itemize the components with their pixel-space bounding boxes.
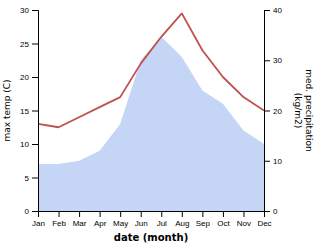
y-tick: 25 xyxy=(20,40,38,49)
y2-tick: 40 xyxy=(264,6,282,15)
y-tick-label: 25 xyxy=(20,40,29,49)
x-tick-mark xyxy=(182,211,183,217)
y-tick-mark xyxy=(32,44,38,45)
y-tick-mark xyxy=(32,144,38,145)
marks xyxy=(38,13,264,211)
y-tick-mark xyxy=(32,77,38,78)
y-axis-line xyxy=(32,11,39,212)
y-tick: 5 xyxy=(25,174,38,183)
x-tick: Feb xyxy=(52,211,66,228)
y2-tick: 20 xyxy=(264,107,282,116)
y-tick: 30 xyxy=(20,6,38,15)
x-axis: Jan Feb Mar Apr May Jun Jul Aug Sep Oct Nov Dec xyxy=(32,211,272,228)
y-tick-label: 10 xyxy=(20,140,29,149)
y-axis-title: max temp (C) xyxy=(2,79,12,141)
chart: JanFebMarAprMayJunJulAugSepOctNovDec0510… xyxy=(0,0,318,247)
plot: JanFebMarAprMayJunJulAugSepOctNovDec0510… xyxy=(2,6,314,243)
area xyxy=(38,37,264,211)
x-tick-mark xyxy=(243,211,244,217)
x-tick-label: Feb xyxy=(52,219,66,228)
x-tick: Sep xyxy=(196,211,211,228)
y-tick: 15 xyxy=(20,107,38,116)
x-tick: Oct xyxy=(217,211,230,228)
x-tick: Dec xyxy=(257,211,271,228)
y2-tick-label: 20 xyxy=(273,107,282,116)
x-tick: Nov xyxy=(237,211,251,228)
x-tick-label: Jan xyxy=(32,219,45,228)
x-tick: May xyxy=(113,211,128,228)
y2-axis-title-line: med. precipitation xyxy=(304,69,314,151)
x-tick-label: Mar xyxy=(73,219,87,228)
y2-tick: 0 xyxy=(264,207,278,216)
x-tick: Apr xyxy=(94,211,107,228)
x-tick-mark xyxy=(59,211,60,217)
y-tick-label: 15 xyxy=(20,107,29,116)
y2-tick-mark xyxy=(264,60,270,61)
x-tick: Jan xyxy=(32,211,45,228)
x-tick-mark xyxy=(120,211,121,217)
y2-tick: 10 xyxy=(264,157,282,166)
x-tick: Aug xyxy=(175,211,189,228)
line xyxy=(38,13,264,127)
x-tick-label: Sep xyxy=(196,219,211,228)
y2-tick: 30 xyxy=(264,56,282,65)
y-tick-mark xyxy=(32,10,38,11)
y-tick-mark xyxy=(32,178,38,179)
y2-tick-mark xyxy=(264,10,270,11)
x-tick-mark xyxy=(100,211,101,217)
y-tick: 20 xyxy=(20,73,38,82)
y-tick-mark xyxy=(32,211,38,212)
x-tick-mark xyxy=(202,211,203,217)
y-tick: 0 xyxy=(25,207,38,216)
x-tick-label: May xyxy=(113,219,128,228)
x-tick: Mar xyxy=(73,211,87,228)
x-tick-mark xyxy=(161,211,162,217)
y-tick-label: 0 xyxy=(25,207,30,216)
y2-tick-mark xyxy=(264,161,270,162)
y-tick-label: 20 xyxy=(20,73,29,82)
y-axis: 0 5 10 15 20 25 30 xyxy=(20,6,38,216)
x-tick-label: Aug xyxy=(175,219,189,228)
x-tick-mark xyxy=(141,211,142,217)
y2-tick-label: 30 xyxy=(273,56,282,65)
x-tick: Jun xyxy=(135,211,148,228)
y-tick: 10 xyxy=(20,140,38,149)
y2-axis-title: med. precipitation(kg/m2) xyxy=(293,69,314,151)
y2-tick-label: 0 xyxy=(273,207,278,216)
x-tick-mark xyxy=(79,211,80,217)
y-tick-label: 5 xyxy=(25,174,30,183)
x-tick-label: Jul xyxy=(157,219,167,228)
x-tick-label: Nov xyxy=(237,219,251,228)
x-tick-label: Dec xyxy=(257,219,271,228)
x-tick-label: Apr xyxy=(94,219,107,228)
x-tick: Jul xyxy=(157,211,167,228)
x-tick-label: Jun xyxy=(135,219,148,228)
y2-tick-label: 40 xyxy=(273,6,282,15)
y2-tick-label: 10 xyxy=(273,157,282,166)
y2-axis: 0 10 20 30 40 xyxy=(264,6,282,216)
y-tick-label: 30 xyxy=(20,6,29,15)
y2-tick-mark xyxy=(264,211,270,212)
x-tick-label: Oct xyxy=(217,219,230,228)
y2-tick-mark xyxy=(264,111,270,112)
x-tick-mark xyxy=(223,211,224,217)
y2-axis-title-line: (kg/m2) xyxy=(293,93,303,128)
y-tick-mark xyxy=(32,111,38,112)
x-axis-line xyxy=(39,212,265,218)
y2-axis-line xyxy=(265,11,271,212)
x-axis-title: date (month) xyxy=(114,232,188,243)
